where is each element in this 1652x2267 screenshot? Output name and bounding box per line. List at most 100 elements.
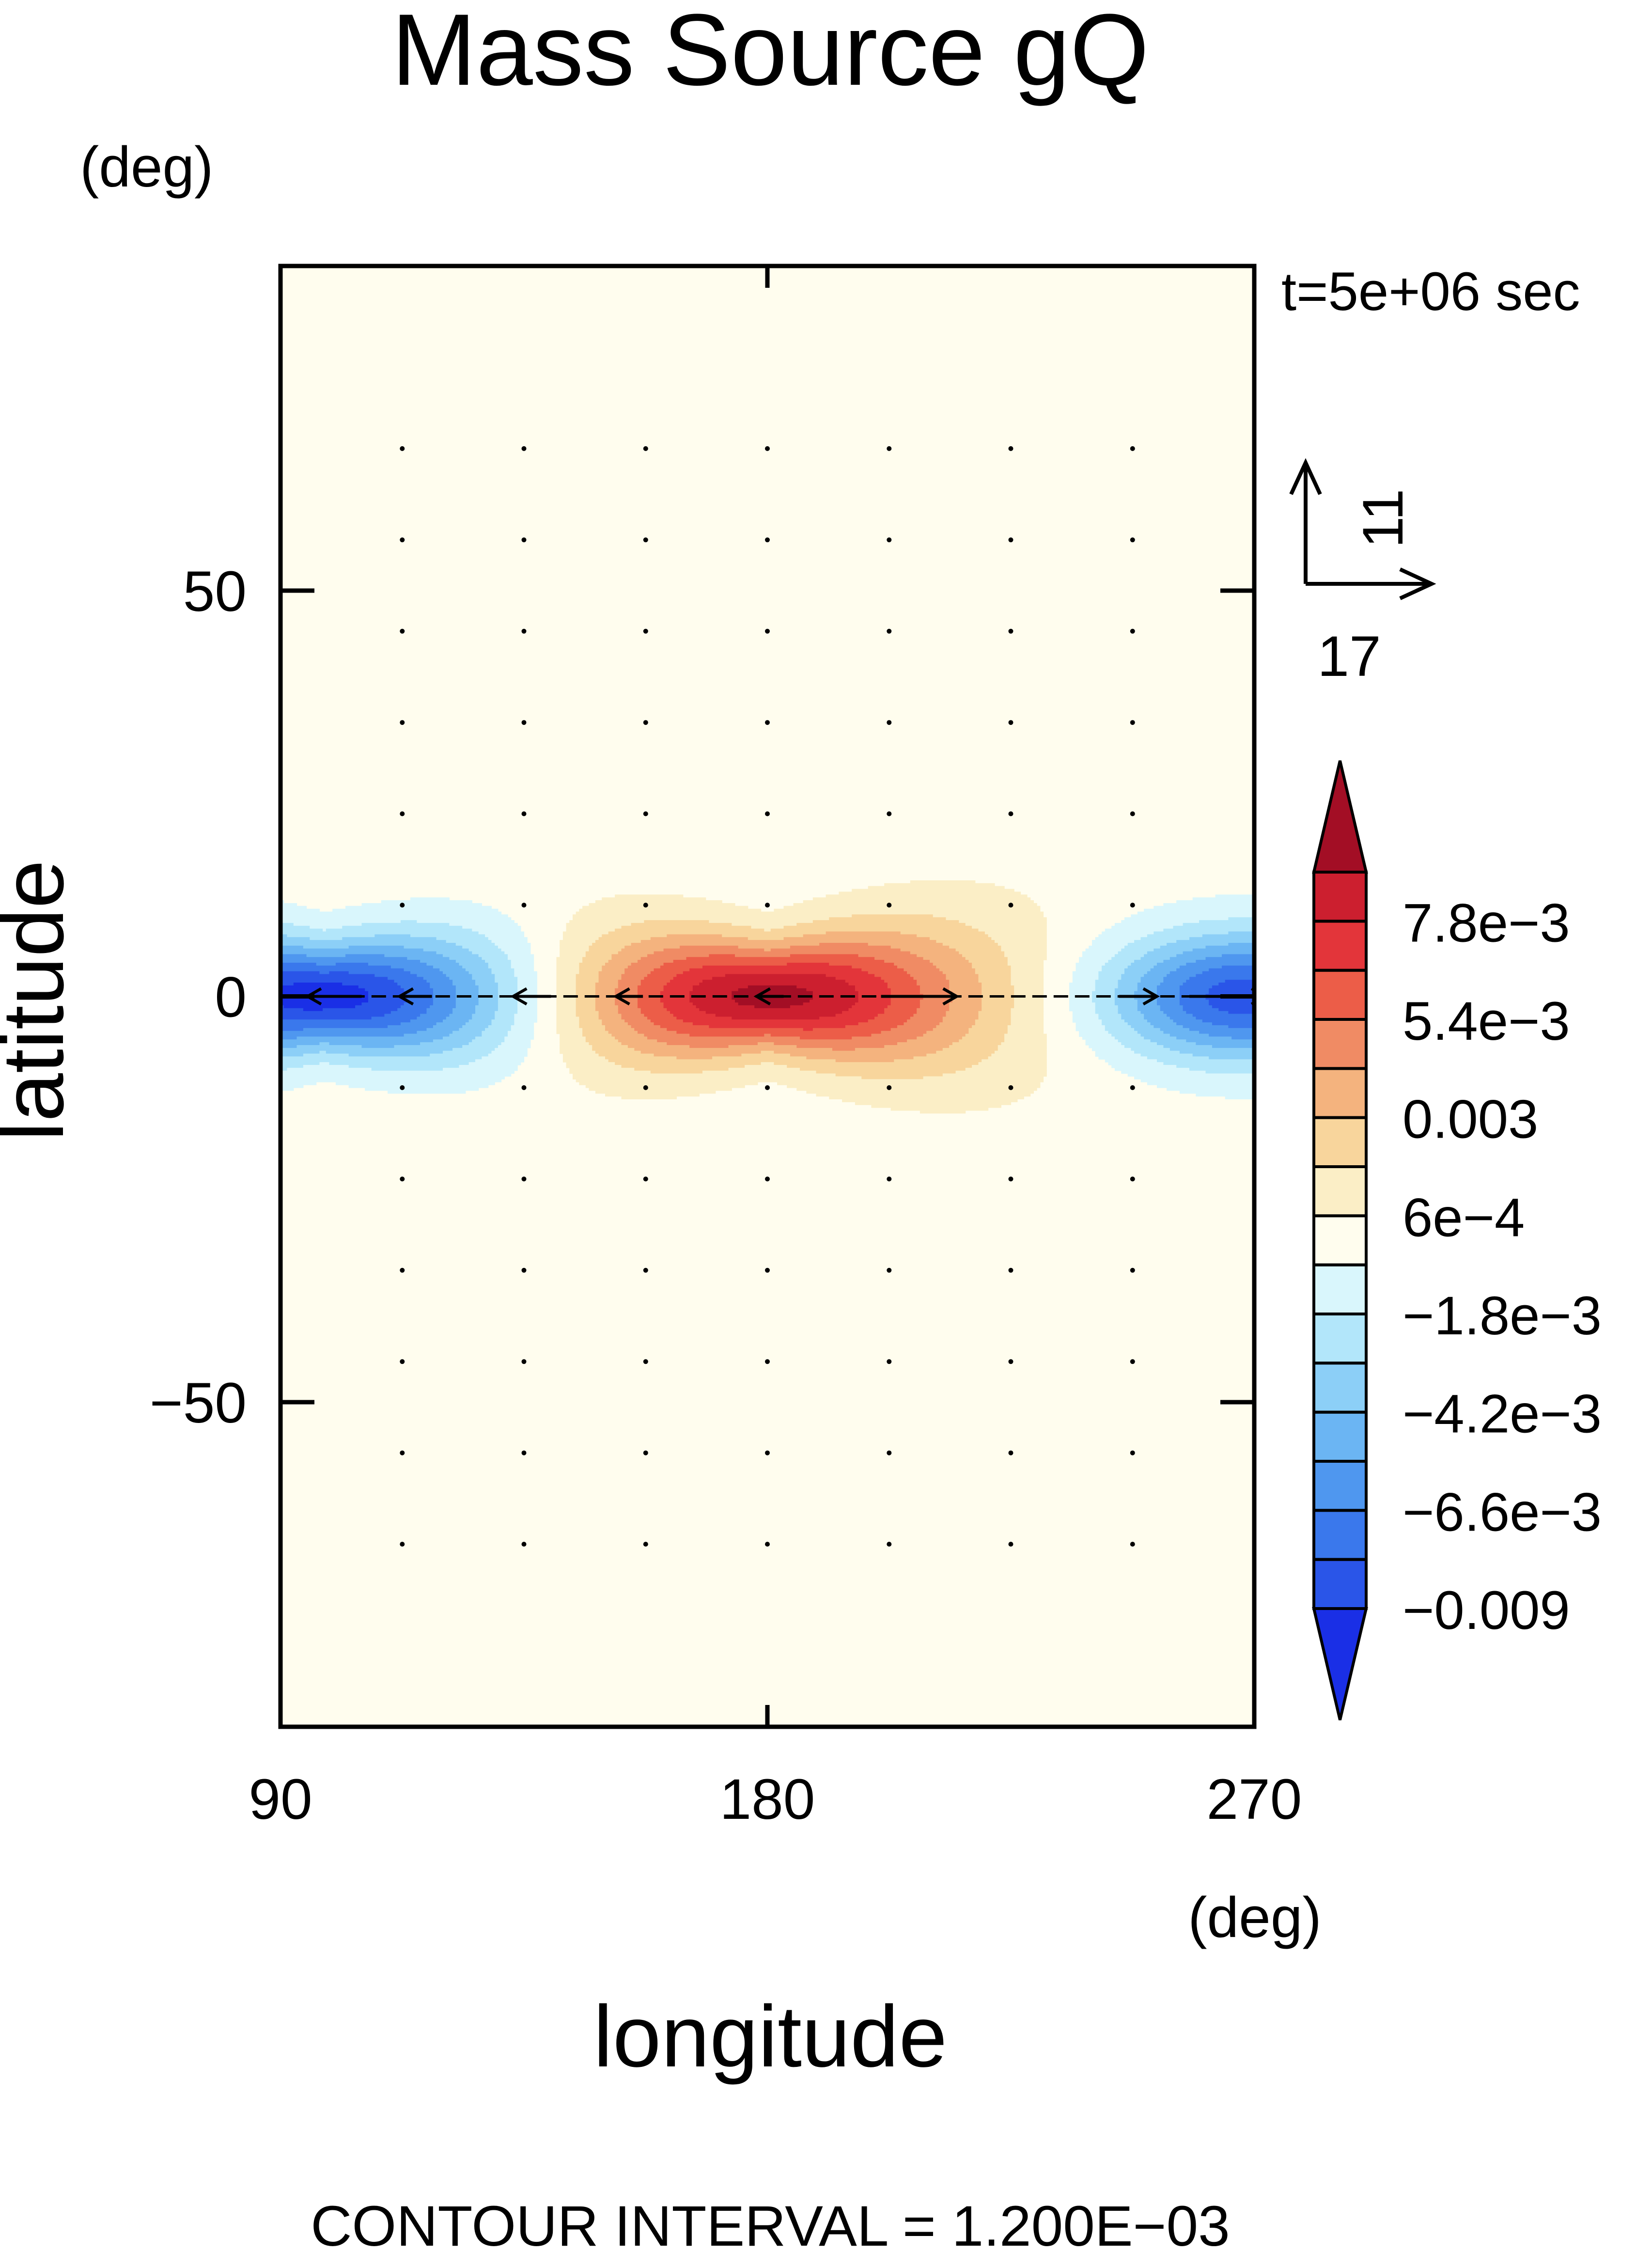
contour-band-cell — [975, 971, 1012, 975]
contour-band-cell — [962, 954, 1005, 957]
contour-band-cell — [1069, 1008, 1096, 1012]
contour-band-cell — [468, 1062, 521, 1065]
contour-band-cell — [660, 997, 690, 1000]
contour-band-cell — [942, 1048, 998, 1051]
contour-band-cell — [579, 1022, 602, 1026]
contour-band-cell — [1014, 988, 1044, 992]
vector-dot — [1130, 537, 1135, 543]
contour-band-cell — [654, 951, 911, 954]
contour-band-cell — [1186, 963, 1254, 966]
contour-band-cell — [1147, 951, 1184, 954]
contour-band-cell — [478, 931, 525, 935]
contour-band-cell — [640, 1050, 762, 1054]
contour-band-cell — [1192, 1053, 1254, 1057]
contour-band-cell — [579, 1019, 602, 1023]
contour-band-cell — [410, 1019, 443, 1023]
contour-band-cell — [508, 1031, 534, 1034]
contour-band-cell — [595, 940, 641, 943]
contour-band-cell — [556, 1002, 577, 1006]
contour-band-cell — [790, 945, 891, 949]
contour-band-cell — [573, 1073, 836, 1077]
contour-band-cell — [819, 1016, 875, 1020]
contour-band-cell — [1118, 980, 1141, 983]
contour-band-cell — [1137, 1031, 1164, 1034]
contour-band-cell — [384, 1014, 421, 1017]
contour-band-cell — [644, 920, 709, 923]
contour-band-cell — [608, 1031, 638, 1034]
contour-band-cell — [715, 1014, 836, 1017]
contour-band-cell — [508, 1033, 534, 1037]
contour-band-cell — [946, 917, 1047, 921]
contour-band-cell — [829, 917, 947, 921]
contour-band-cell — [495, 980, 518, 983]
contour-band-cell — [618, 1005, 638, 1009]
contour-band-cell — [1121, 1042, 1157, 1046]
contour-band-cell — [1095, 985, 1119, 989]
contour-band-cell — [696, 1005, 755, 1009]
contour-band-cell — [598, 1011, 619, 1015]
contour-band-cell — [1153, 948, 1193, 952]
contour-band-cell — [1124, 971, 1148, 975]
contour-band-cell — [582, 1033, 612, 1037]
vector-dot — [1008, 811, 1013, 816]
contour-band-cell — [832, 1048, 856, 1051]
contour-band-cell — [281, 1002, 362, 1006]
contour-band-cell — [638, 1000, 661, 1003]
contour-band-cell — [845, 980, 885, 983]
contour-band-cell — [1196, 1016, 1254, 1020]
colorbar-box — [1312, 1018, 1368, 1070]
contour-band-cell — [491, 1022, 514, 1026]
vector-dot — [521, 811, 527, 816]
contour-band-cell — [488, 965, 512, 969]
contour-band-cell — [1228, 1011, 1254, 1015]
contour-band-cell — [890, 945, 950, 949]
contour-band-cell — [910, 880, 976, 884]
contour-band-cell — [890, 1000, 920, 1003]
contour-band-cell — [949, 980, 979, 983]
contour-band-cell — [917, 954, 963, 957]
contour-band-cell — [673, 1014, 716, 1017]
chart-title: Mass Source gQ — [391, 0, 1149, 107]
contour-band-cell — [459, 1028, 485, 1032]
contour-band-cell — [560, 951, 586, 954]
contour-band-cell — [890, 988, 920, 992]
contour-band-cell — [556, 1028, 583, 1032]
vector-dot — [1130, 1359, 1135, 1364]
contour-band-cell — [281, 1076, 505, 1079]
contour-band-cell — [462, 965, 489, 969]
contour-band-cell — [920, 988, 950, 992]
contour-band-cell — [598, 1016, 622, 1020]
contour-band-cell — [984, 931, 1047, 935]
colorbar-box — [1312, 1067, 1368, 1119]
contour-band-cell — [913, 1014, 947, 1017]
contour-band-cell — [1095, 983, 1119, 986]
contour-band-cell — [982, 997, 1014, 1000]
contour-band-cell — [585, 954, 612, 957]
vector-dot — [1130, 446, 1135, 451]
contour-band-cell — [663, 1005, 697, 1009]
contour-band-cell — [1189, 977, 1254, 980]
contour-band-cell — [1183, 951, 1254, 954]
contour-band-cell — [608, 931, 826, 935]
contour-band-cell — [631, 943, 820, 946]
contour-band-cell — [783, 925, 972, 929]
contour-band-cell — [569, 1070, 651, 1074]
contour-band-cell — [900, 948, 956, 952]
contour-band-cell — [972, 965, 1012, 969]
contour-band-cell — [495, 974, 514, 977]
contour-band-cell — [560, 1039, 586, 1043]
contour-band-cell — [1014, 1005, 1044, 1009]
contour-band-cell — [748, 985, 797, 989]
contour-band-cell — [281, 997, 369, 1000]
contour-band-cell — [501, 948, 531, 952]
vector-dot — [887, 537, 892, 543]
contour-band-cell — [348, 971, 411, 975]
contour-band-cell — [1179, 997, 1206, 1000]
contour-band-cell — [1160, 1005, 1184, 1009]
contour-band-cell — [605, 1093, 700, 1097]
contour-band-cell — [562, 931, 609, 935]
contour-band-cell — [326, 928, 472, 932]
contour-band-cell — [281, 1033, 405, 1037]
contour-band-cell — [884, 980, 917, 983]
contour-band-cell — [281, 1073, 512, 1077]
